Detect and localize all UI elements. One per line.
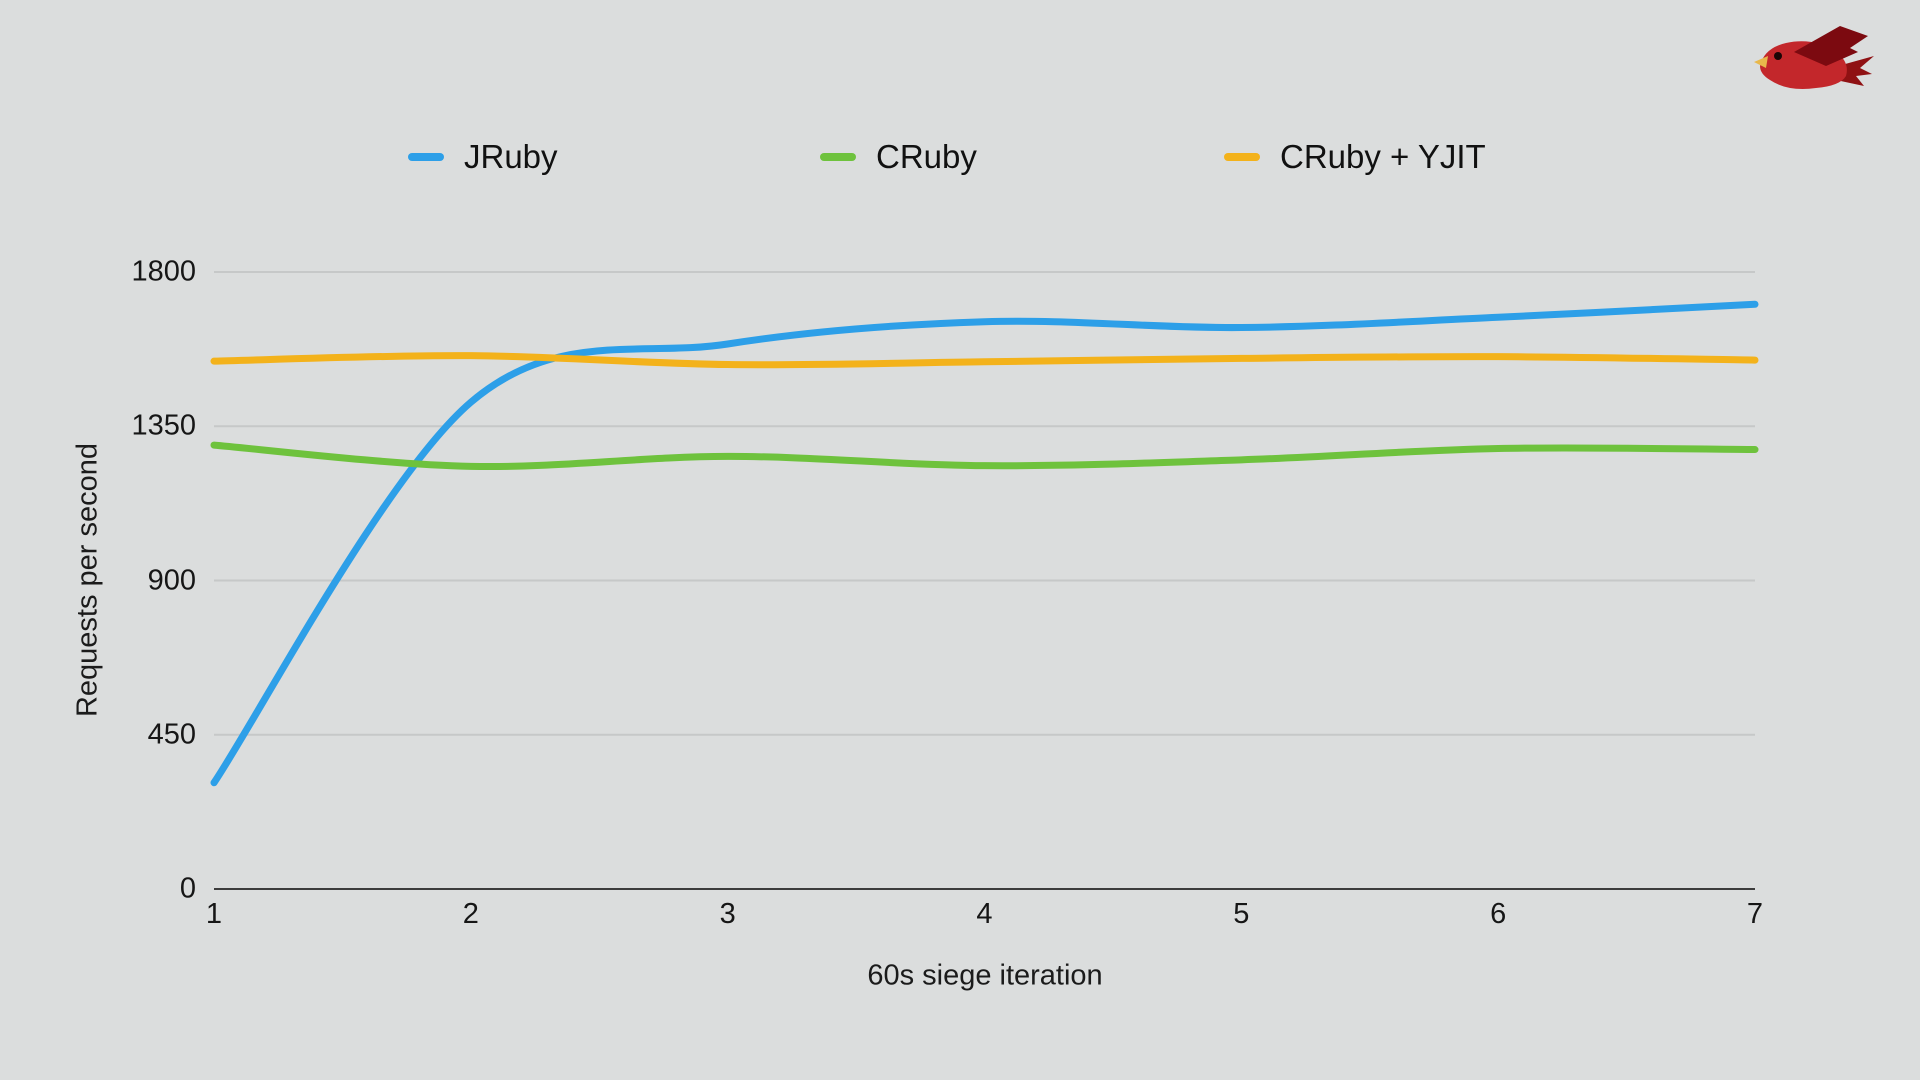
chart-legend: JRuby CRuby CRuby + YJIT [408,138,1486,176]
cruby-yjit-line-swatch [1224,153,1260,161]
y-tick-label: 900 [147,564,196,596]
x-tick-label: 4 [976,898,993,930]
x-tick-label: 5 [1233,898,1250,930]
red-bird-logo [1754,26,1874,89]
series-lines [210,300,1759,787]
y-tick-label: 0 [179,872,196,905]
y-tick-label: 1800 [131,255,196,288]
legend-item-jruby: JRuby [408,138,820,176]
x-axis-title: 60s siege iteration [867,959,1103,992]
series-line-cruby [210,441,1759,471]
series-line-cruby-yjit [210,352,1759,369]
x-tick-label: 7 [1746,898,1764,930]
legend-label-cruby: CRuby [876,138,977,175]
legend-item-cruby-yjit: CRuby + YJIT [1224,138,1486,176]
y-tick-label: 1350 [131,409,196,442]
y-axis-title: Requests per second [71,442,104,718]
x-tick-label: 6 [1490,898,1507,930]
series-line-jruby [210,300,1759,787]
legend-label-cruby-yjit: CRuby + YJIT [1280,138,1486,175]
bird-tail [1836,56,1874,86]
cruby-line-swatch [820,153,856,161]
gridlines [214,271,1755,890]
x-tick-label: 3 [719,898,736,930]
jruby-line-swatch [408,153,444,161]
y-tick-label: 450 [147,718,196,751]
bird-beak [1754,56,1768,68]
x-tick-label: 2 [462,898,479,930]
x-tick-label: 1 [205,898,223,930]
legend-item-cruby: CRuby [820,138,1224,176]
bird-eye [1774,52,1782,60]
legend-label-jruby: JRuby [464,138,558,175]
bird-wing [1794,26,1868,66]
